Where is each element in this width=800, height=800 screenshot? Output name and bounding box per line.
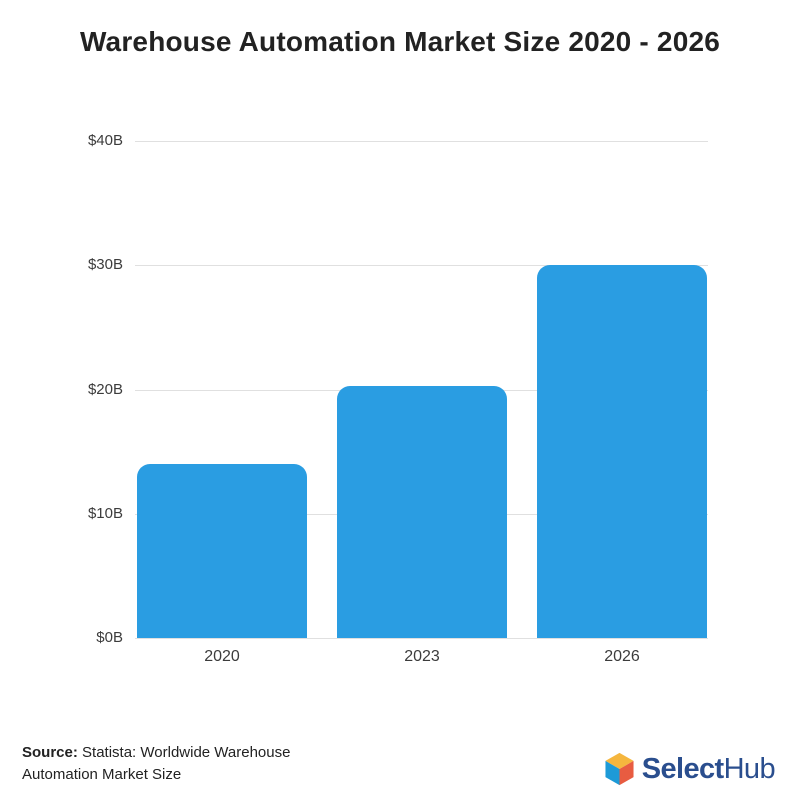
- x-axis-label-2023: 2023: [404, 648, 440, 665]
- y-axis-label-$0B: $0B: [96, 629, 123, 646]
- bar-2023: [337, 385, 507, 638]
- gridline-$0B: [135, 638, 708, 639]
- gridline-$30B: [135, 265, 708, 267]
- source-label: Source:: [22, 744, 78, 761]
- x-axis-label-2020: 2020: [204, 648, 240, 665]
- selecthub-wordmark: SelectHub: [641, 752, 776, 786]
- source-text-line1: Statista: Worldwide Warehouse: [77, 744, 291, 761]
- x-axis-label-2026: 2026: [604, 648, 640, 665]
- source-text-line2: Automation Market Size: [22, 766, 182, 783]
- logo-text-select: Select: [641, 753, 724, 785]
- logo-text-hub: Hub: [723, 753, 776, 785]
- y-axis-label-$10B: $10B: [87, 504, 123, 522]
- selecthub-cube-icon: [605, 752, 634, 786]
- chart-title: Warehouse Automation Market Size 2020 - …: [79, 26, 721, 57]
- cube-top-face: [605, 752, 634, 769]
- source-note: Source: Statista: Worldwide Warehouse Au…: [22, 742, 290, 786]
- source-line-1: Source: Statista: Worldwide Warehouse: [22, 744, 290, 761]
- y-axis-label-$40B: $40B: [87, 132, 123, 149]
- bar-2026: [537, 265, 707, 638]
- bar-2020: [137, 464, 307, 638]
- gridline-$40B: [135, 141, 708, 142]
- y-axis-label-$30B: $30B: [87, 256, 123, 274]
- selecthub-logo: SelectHub: [604, 749, 776, 789]
- y-axis-label-$20B: $20B: [87, 380, 123, 398]
